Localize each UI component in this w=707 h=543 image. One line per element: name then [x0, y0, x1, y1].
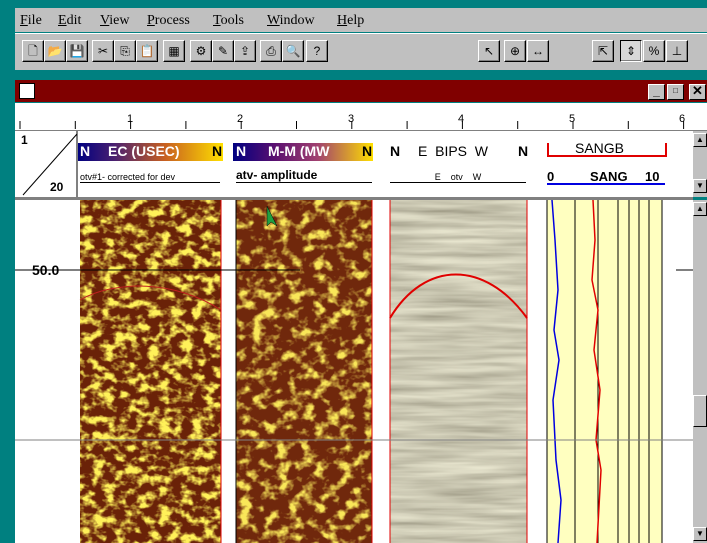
- toolbar-button[interactable]: ✂: [92, 40, 114, 62]
- maximize-button[interactable]: □: [667, 84, 684, 100]
- menu-item[interactable]: Window: [267, 13, 315, 29]
- menu-item[interactable]: View: [100, 13, 130, 29]
- toolbar-button[interactable]: ⎙: [260, 40, 282, 62]
- log-view: [15, 200, 693, 543]
- scroll-up[interactable]: ▲: [693, 202, 707, 216]
- track-title: EC (USEC): [108, 143, 180, 159]
- log-scrollbar[interactable]: [693, 200, 707, 543]
- toolbar-button[interactable]: ?: [306, 40, 328, 62]
- toolbar-button[interactable]: 💾: [66, 40, 88, 62]
- ruler-label: 5: [562, 113, 582, 125]
- menu-item[interactable]: Tools: [213, 13, 244, 29]
- toolbar-button[interactable]: ↔: [527, 40, 549, 62]
- title-bar: [15, 80, 707, 102]
- toolbar-button[interactable]: ✎: [212, 40, 234, 62]
- ruler-label: 4: [451, 113, 471, 125]
- ruler-label: 2: [230, 113, 250, 125]
- toolbar-button[interactable]: %: [643, 40, 665, 62]
- minimize-button[interactable]: _: [648, 84, 665, 100]
- scale-max: 10: [645, 169, 659, 184]
- track-subtitle: atv- amplitude: [236, 168, 372, 183]
- track-marker: N: [362, 143, 372, 159]
- menu-item[interactable]: Process: [147, 13, 190, 29]
- track-marker: N: [212, 143, 222, 159]
- window-icon: [19, 83, 35, 99]
- track-marker: N: [518, 143, 528, 159]
- app-window: {"menu":["File","Edit","View","Process",…: [0, 0, 707, 543]
- row-end: 20: [50, 180, 63, 194]
- track-marker: N: [236, 143, 246, 159]
- track-subtitle: E otv W: [390, 172, 526, 183]
- menu-item[interactable]: Edit: [58, 13, 81, 29]
- scroll-down[interactable]: ▼: [693, 179, 707, 193]
- toolbar-button[interactable]: 📋: [136, 40, 158, 62]
- scale-min: 0: [547, 169, 554, 184]
- ruler-label: 3: [341, 113, 361, 125]
- toolbar-button[interactable]: ⇱: [592, 40, 614, 62]
- scroll-thumb[interactable]: [693, 395, 707, 427]
- depth-label: 50.0: [32, 262, 59, 278]
- menu-item[interactable]: File: [20, 13, 42, 29]
- row-start: 1: [21, 133, 28, 147]
- close-button[interactable]: ✕: [689, 84, 706, 100]
- toolbar-button[interactable]: ⊥: [666, 40, 688, 62]
- toolbar-button[interactable]: ⇕: [620, 40, 642, 62]
- ruler-label: 1: [120, 113, 140, 125]
- toolbar-button[interactable]: 📂: [44, 40, 66, 62]
- toolbar-button[interactable]: 🔍: [282, 40, 304, 62]
- toolbar-button[interactable]: ⊕: [504, 40, 526, 62]
- ruler-label: 6: [672, 113, 692, 125]
- toolbar-button[interactable]: ↖: [478, 40, 500, 62]
- toolbar-button[interactable]: ⚙: [190, 40, 212, 62]
- track-subtitle: SANG: [590, 169, 628, 184]
- track-title: M-M (MW: [268, 143, 329, 159]
- toolbar-button[interactable]: ⎘: [114, 40, 136, 62]
- track-title: E BIPS W: [418, 143, 488, 159]
- track-marker: N: [390, 143, 400, 159]
- track-title: SANGB: [575, 140, 624, 156]
- toolbar-button[interactable]: ⇪: [234, 40, 256, 62]
- menu-item[interactable]: Help: [337, 13, 364, 29]
- track-marker: N: [80, 143, 90, 159]
- toolbar-button[interactable]: 🗋: [22, 40, 44, 62]
- toolbar-button[interactable]: ▦: [163, 40, 185, 62]
- scroll-up[interactable]: ▲: [693, 133, 707, 147]
- scroll-down[interactable]: ▼: [693, 527, 707, 541]
- track-subtitle: otv#1- corrected for dev: [80, 172, 220, 183]
